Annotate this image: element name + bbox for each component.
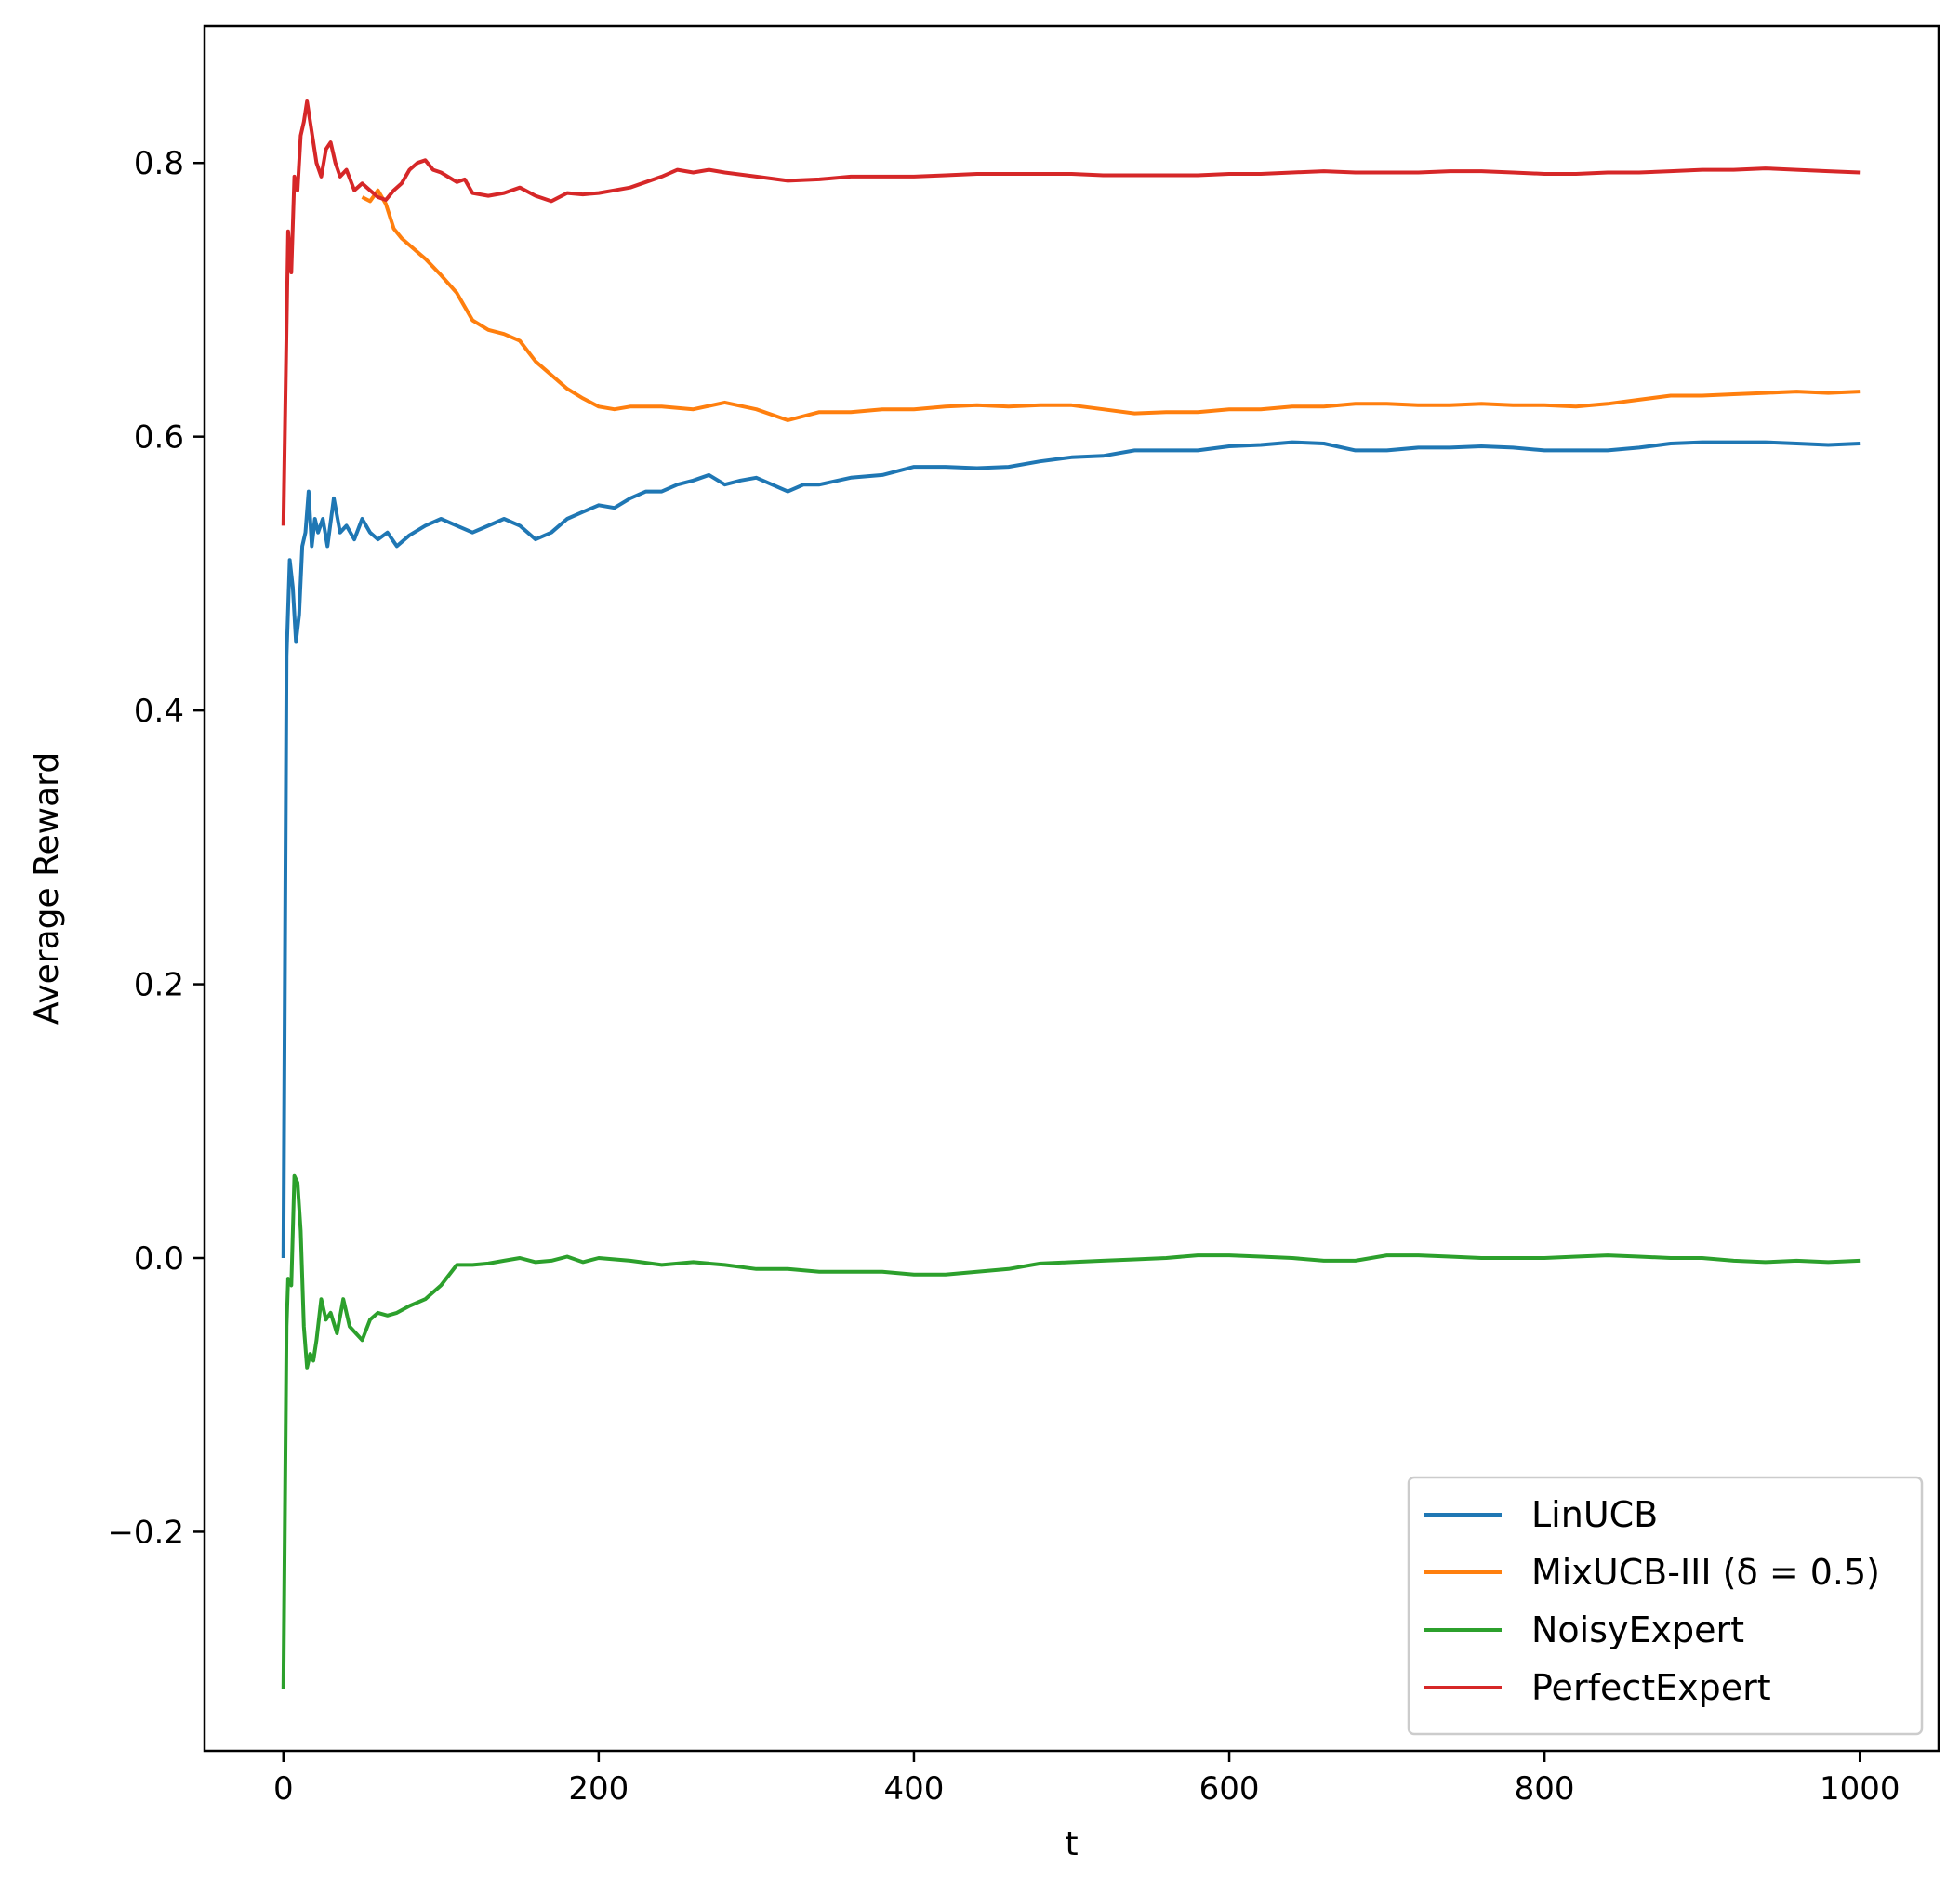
y-tick-label: 0.8: [134, 145, 184, 182]
series-line-0: [281, 440, 1861, 1259]
legend-label-2: NoisyExpert: [1531, 1609, 1744, 1650]
y-tick-label: 0.0: [134, 1240, 184, 1278]
x-tick-label: 600: [1199, 1770, 1260, 1808]
y-tick-label: 0.2: [134, 967, 184, 1004]
plot-frame: [203, 24, 1940, 1753]
y-tick-label: 0.4: [134, 693, 184, 730]
series-line-2: [281, 1173, 1861, 1689]
legend-box: [1407, 1476, 1924, 1736]
x-tick-label: 1000: [1820, 1770, 1900, 1808]
series-layer: [281, 99, 1861, 1689]
legend: LinUCB MixUCB-III (δ = 0.5) NoisyExpert Per…: [1407, 1476, 1924, 1736]
x-tick-label: 800: [1515, 1770, 1575, 1808]
series-line-3: [281, 99, 1861, 526]
y-axis-label: Average Reward: [28, 752, 66, 1025]
legend-label-0: LinUCB: [1531, 1494, 1658, 1535]
x-tick-label: 0: [273, 1770, 294, 1808]
ticks-layer: 0 200 400 600 800 1000 −0.2 0.0 0.2 0.4 0.6 0.8: [107, 145, 1900, 1808]
legend-label-3: PerfectExpert: [1531, 1667, 1771, 1708]
y-tick-label: −0.2: [107, 1514, 184, 1551]
x-tick-label: 200: [568, 1770, 629, 1808]
x-tick-label: 400: [884, 1770, 945, 1808]
series-line-1: [361, 188, 1861, 422]
y-tick-label: 0.6: [134, 419, 184, 457]
legend-label-1: MixUCB-III (δ = 0.5): [1531, 1552, 1880, 1593]
x-axis-label: t: [1065, 1825, 1078, 1863]
